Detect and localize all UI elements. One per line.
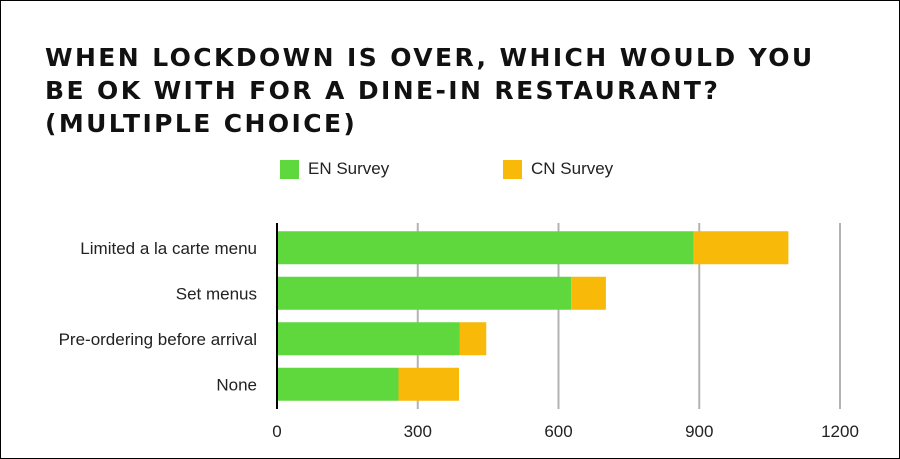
bar-cn-survey-pre-ordering-before-arrival bbox=[459, 322, 487, 356]
legend-label-cn-survey: CN Survey bbox=[531, 159, 614, 178]
x-tick-label-1200: 1200 bbox=[821, 422, 859, 441]
legend-swatch-en-survey bbox=[280, 159, 299, 179]
bar-en-survey-set-menus bbox=[277, 276, 572, 310]
bar-cn-survey-limited-a-la-carte-menu bbox=[693, 231, 789, 265]
legend-swatch-cn-survey bbox=[503, 159, 522, 179]
bar-en-survey-pre-ordering-before-arrival bbox=[277, 322, 460, 356]
chart-title: WHEN LOCKDOWN IS OVER, WHICH WOULD YOU B… bbox=[45, 43, 815, 138]
category-label-pre-ordering-before-arrival: Pre-ordering before arrival bbox=[59, 330, 257, 349]
legend-item-cn-survey: CN Survey bbox=[503, 159, 613, 179]
chart-legend: EN Survey CN Survey bbox=[1, 159, 900, 185]
legend-item-en-survey: EN Survey bbox=[280, 159, 389, 179]
bar-en-survey-none bbox=[277, 367, 399, 401]
category-label-none: None bbox=[216, 375, 257, 394]
legend-label-en-survey: EN Survey bbox=[308, 159, 390, 178]
bar-cn-survey-set-menus bbox=[571, 276, 606, 310]
x-tick-label-600: 600 bbox=[544, 422, 572, 441]
x-tick-label-900: 900 bbox=[685, 422, 713, 441]
bar-en-survey-limited-a-la-carte-menu bbox=[277, 231, 694, 265]
bar-cn-survey-none bbox=[398, 367, 460, 401]
category-label-set-menus: Set menus bbox=[176, 284, 257, 303]
x-tick-label-0: 0 bbox=[272, 422, 281, 441]
category-label-limited-a-la-carte-menu: Limited a la carte menu bbox=[80, 239, 257, 258]
x-tick-label-300: 300 bbox=[404, 422, 432, 441]
